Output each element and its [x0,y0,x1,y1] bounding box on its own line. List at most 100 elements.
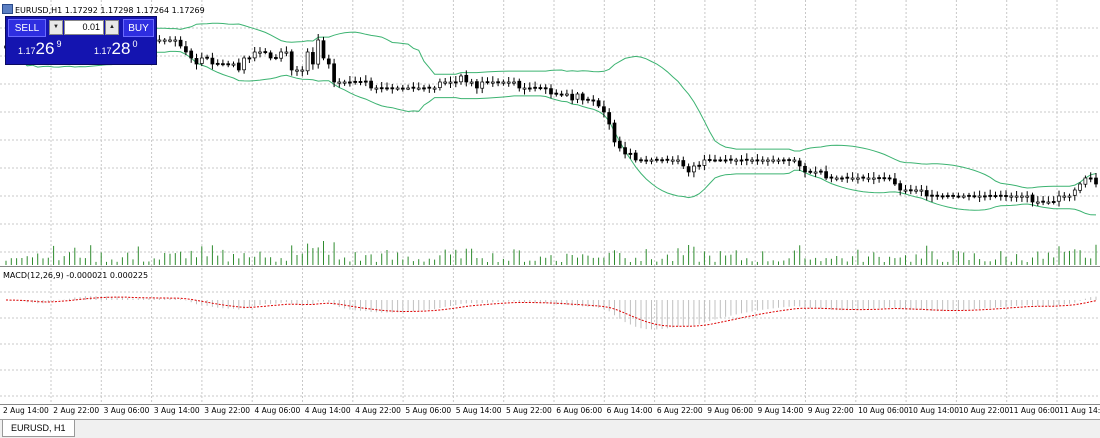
lot-increase-button[interactable]: ▲ [105,20,119,35]
candle-body [173,39,178,42]
candle-body [729,158,733,161]
chart-window-icon [2,4,13,14]
candle-body [649,159,654,162]
candle-body [517,80,522,89]
candle-body [1088,177,1093,180]
buy-price[interactable]: 1.1728 0 [94,39,137,62]
candle-body [602,106,606,113]
lot-size-input[interactable]: 0.01 [64,20,104,35]
candle-body [845,176,850,179]
time-axis-label: 5 Aug 22:00 [506,406,552,415]
candle-body [522,87,527,90]
candle-body [755,159,760,162]
candle-body [242,57,246,71]
lot-decrease-button[interactable]: ▼ [49,20,63,35]
candle-body [856,177,860,180]
candle-body [750,159,754,162]
time-axis-label: 4 Aug 06:00 [254,406,301,415]
candle-body [697,164,702,167]
tab-eurusd-h1[interactable]: EURUSD, H1 [2,420,75,437]
candle-body [422,87,426,90]
candle-body [258,51,262,54]
sell-price[interactable]: 1.1726 9 [18,39,61,62]
time-axis-label: 3 Aug 22:00 [204,406,250,415]
candle-body [914,189,918,192]
macd-histogram [10,296,1097,330]
candle-body [205,56,209,59]
candle-body [834,177,839,180]
candle-body [967,194,971,197]
candle-body [506,81,511,84]
candle-body [416,87,421,90]
candle-body [829,176,834,179]
candle-body [850,177,855,180]
candle-body [316,39,321,65]
candle-body [411,86,416,89]
buy-button[interactable]: BUY [123,19,154,37]
candle-body [194,58,199,65]
sell-button[interactable]: SELL [8,19,46,37]
candle-body [184,46,188,53]
candle-body [459,75,463,83]
time-axis-label: 10 Aug 06:00 [858,406,909,415]
candle-body [882,177,887,180]
candle-body [956,195,961,198]
candle-body [596,100,601,107]
candle-body [776,159,781,162]
candle-body [639,159,643,162]
candle-body [644,159,649,162]
candle-body [168,39,172,42]
candle-body [480,81,485,89]
candle-body [469,81,474,84]
time-axis-label: 4 Aug 22:00 [355,406,401,415]
candle-body [311,52,315,65]
chart-canvas[interactable] [0,0,1100,419]
candle-body [707,159,712,161]
candle-body [1083,177,1088,185]
candle-body [1067,195,1072,198]
macd-signal-line [5,296,1097,327]
volume-histogram [5,241,1097,265]
candle-body [654,158,659,161]
candle-body [215,62,220,65]
time-axis-label: 9 Aug 06:00 [707,406,753,415]
candle-body [586,98,590,101]
candle-body [665,158,670,161]
candle-body [374,87,379,90]
chart-tab-bar: EURUSD, H1 [0,419,1100,438]
candle-body [797,160,802,167]
time-axis-label: 3 Aug 14:00 [153,406,200,415]
candle-body [1009,195,1014,198]
candle-body [247,57,252,60]
candle-body [898,183,903,191]
candle-body [660,159,664,162]
candle-body [332,63,336,83]
candle-body [1072,189,1077,196]
candle-body [353,80,358,83]
time-axis-label: 5 Aug 06:00 [405,406,452,415]
candle-body [543,87,548,90]
candle-body [274,57,278,59]
candle-body [1057,195,1061,202]
time-axis-label: 2 Aug 14:00 [3,406,49,415]
candle-body [972,195,977,198]
candle-body [1094,177,1098,185]
candle-body [448,81,453,84]
chart-grid [0,0,1100,404]
candle-body [490,81,495,84]
macd-indicator-label: MACD(12,26,9) -0.000021 0.000225 [3,271,149,280]
arrow-down-icon: ▼ [53,24,59,30]
candle-body [1062,195,1067,198]
candle-body [565,93,569,96]
candle-body [591,99,596,102]
candle-body [559,93,564,96]
candle-body [961,195,966,198]
candle-body [231,63,236,66]
candle-body [570,93,575,101]
candle-body [527,87,532,90]
candle-body [702,159,707,166]
candle-body [692,165,696,173]
candle-body [538,87,543,90]
candle-body [919,189,924,192]
